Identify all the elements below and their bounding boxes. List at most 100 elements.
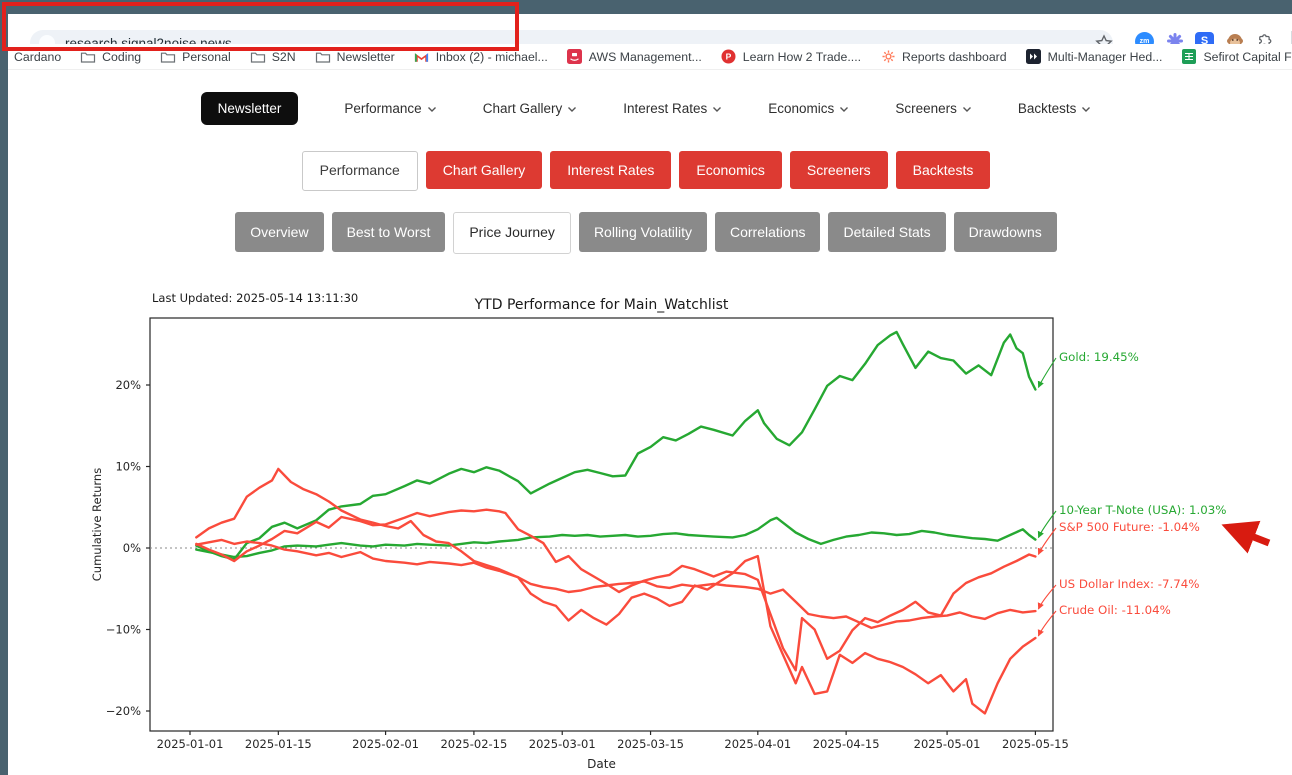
bookmark-item[interactable]: Newsletter [315,49,395,65]
nav-item-backtests[interactable]: Backtests [1018,101,1092,116]
series-line [195,538,1037,630]
bookmark-label: Reports dashboard [902,49,1007,64]
subtab-detailed-stats[interactable]: Detailed Stats [828,212,946,252]
site-nav: Newsletter Performance Chart Gallery Inter… [0,92,1292,125]
x-tick-label: 2025-01-01 [157,737,224,751]
nav-item-label: Interest Rates [623,101,708,116]
nav-item-screeners[interactable]: Screeners [895,101,972,116]
bookmark-label: Personal [182,49,231,64]
bookmark-label: Cardano [14,49,62,64]
y-tick-label: −10% [106,623,141,637]
bookmark-item[interactable]: Coding [80,49,141,65]
nav-item-label: Backtests [1017,101,1077,116]
svg-text:P: P [726,52,732,62]
gmail-icon [414,49,430,65]
annotation-arrow [1221,520,1271,554]
bookmark-item[interactable]: Cardano [14,50,61,64]
folder-icon [315,49,331,65]
tab-screeners[interactable]: Screeners [789,151,888,189]
bookmark-label: Learn How 2 Trade.... [742,49,862,64]
x-tick-label: 2025-02-01 [352,737,419,751]
series-end-label: US Dollar Index: -7.74% [1059,577,1200,591]
label-arrow [1037,584,1057,610]
x-tick-label: 2025-04-01 [724,737,791,751]
window-frame-top [0,0,1292,14]
bookmark-label: Coding [102,49,142,64]
bookmark-item[interactable]: Inbox (2) - michael... [414,49,548,65]
x-tick-label: 2025-03-15 [617,737,684,751]
view-tabs: Overview Best to Worst Price Journey Rollin… [0,212,1292,254]
x-tick-label: 2025-02-15 [440,737,507,751]
x-tick-label: 2025-01-15 [245,737,312,751]
x-axis-label: Date [587,757,616,771]
flower-extension-icon[interactable] [1165,32,1184,51]
series-end-label: Crude Oil: -11.04% [1059,603,1171,617]
p-circle-icon: P [721,49,737,65]
label-arrow [1037,510,1057,539]
folder-icon [250,49,266,65]
bookmark-item[interactable]: AWS Management... [567,49,702,65]
nav-item-interest-rates[interactable]: Interest Rates [623,101,722,116]
bookmark-item[interactable]: P Learn How 2 Trade.... [721,49,861,65]
label-arrow [1037,527,1057,555]
nav-item-chart-gallery[interactable]: Chart Gallery [483,101,578,116]
nav-item-economics[interactable]: Economics [768,101,849,116]
y-tick-label: 0% [123,541,141,555]
video-icon [1026,49,1042,65]
tab-performance[interactable]: Performance [301,151,418,191]
subtab-rolling-volatility[interactable]: Rolling Volatility [578,212,707,252]
tab-backtests[interactable]: Backtests [895,151,991,189]
subtab-drawdowns[interactable]: Drawdowns [953,212,1057,252]
sheet-icon [1181,49,1197,65]
axes-frame [149,317,1054,732]
x-tick-label: 2025-04-15 [813,737,880,751]
y-tick-label: −20% [106,704,141,718]
tab-economics[interactable]: Economics [679,151,782,189]
subtab-overview[interactable]: Overview [235,212,324,252]
hubspot-icon [880,49,896,65]
chevron-down-icon [712,101,722,116]
label-arrow [1037,357,1057,388]
series-line [195,508,1037,672]
series-end-label: S&P 500 Future: -1.04% [1059,520,1200,534]
window-frame-left [0,0,8,775]
nav-item-label: Chart Gallery [482,101,563,116]
subtab-best-to-worst[interactable]: Best to Worst [331,212,446,252]
y-axis-label: Cumulative Returns [90,468,104,581]
bookmark-label: Inbox (2) - michael... [435,49,548,64]
chevron-down-icon [1081,101,1091,116]
series-end-label: Gold: 19.45% [1059,350,1139,364]
bookmark-item[interactable]: Reports dashboard [880,49,1007,65]
nav-item-label: Screeners [895,101,957,116]
aws-icon [567,49,583,65]
series-line [195,330,1037,561]
chart-last-updated: Last Updated: 2025-05-14 13:11:30 [152,291,358,305]
chevron-down-icon [839,101,849,116]
bookmark-item[interactable]: Personal [160,49,231,65]
x-tick-label: 2025-03-01 [529,737,596,751]
y-tick-label: 20% [115,378,141,392]
chevron-down-icon [567,101,577,116]
browser-toolbar: research.signal2noise.news zm S [8,14,1292,56]
subtab-price-journey[interactable]: Price Journey [453,212,571,254]
nav-item-performance[interactable]: Performance [344,101,436,116]
bookmark-item[interactable]: S2N [250,49,296,65]
bookmark-item[interactable]: Multi-Manager Hed... [1026,49,1163,65]
bookmark-label: AWS Management... [588,49,702,64]
tab-chart-gallery[interactable]: Chart Gallery [425,151,543,189]
series-end-label: 10-Year T-Note (USA): 1.03% [1059,503,1226,517]
subtab-correlations[interactable]: Correlations [715,212,821,252]
tab-interest-rates[interactable]: Interest Rates [550,151,672,189]
label-arrow [1037,610,1057,637]
x-tick-label: 2025-05-15 [1002,737,1069,751]
bookmark-item[interactable]: Sefirot Capital Frees... [1181,49,1292,65]
bookmark-label: Multi-Manager Hed... [1047,49,1163,64]
folder-icon [80,49,96,65]
series-line [195,516,1037,559]
chevron-down-icon [962,101,972,116]
folder-icon [160,49,176,65]
y-tick-label: 10% [115,460,141,474]
chart-title: YTD Performance for Main_Watchlist [474,297,729,313]
newsletter-button[interactable]: Newsletter [200,92,299,125]
bookmarks-bar: Cardano Coding Personal S2N Newsletter Inbox … [8,44,1292,70]
